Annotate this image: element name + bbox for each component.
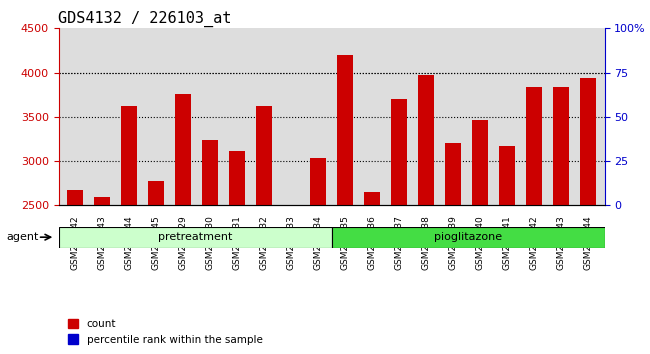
Bar: [418, 75, 434, 354]
Bar: [121, 106, 137, 354]
Bar: [310, 158, 326, 354]
Bar: [148, 181, 164, 354]
Bar: [337, 55, 353, 354]
FancyBboxPatch shape: [58, 227, 332, 248]
Bar: [283, 205, 299, 354]
Legend: count, percentile rank within the sample: count, percentile rank within the sample: [64, 315, 266, 349]
Bar: [391, 99, 407, 354]
Bar: [256, 106, 272, 354]
Bar: [229, 152, 245, 354]
Bar: [94, 198, 110, 354]
Bar: [175, 94, 191, 354]
Bar: [580, 78, 597, 354]
Bar: [526, 87, 542, 354]
Bar: [202, 140, 218, 354]
Text: agent: agent: [6, 232, 39, 242]
Bar: [553, 87, 569, 354]
Bar: [66, 190, 83, 354]
Text: pioglitazone: pioglitazone: [434, 232, 502, 242]
FancyBboxPatch shape: [332, 227, 604, 248]
Text: GDS4132 / 226103_at: GDS4132 / 226103_at: [58, 11, 232, 27]
Bar: [472, 120, 488, 354]
Bar: [364, 192, 380, 354]
Bar: [445, 143, 462, 354]
Text: pretreatment: pretreatment: [158, 232, 232, 242]
Bar: [499, 146, 515, 354]
